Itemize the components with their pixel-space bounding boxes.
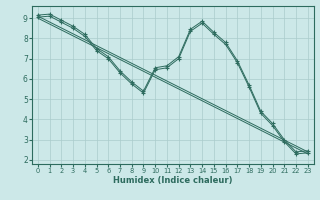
X-axis label: Humidex (Indice chaleur): Humidex (Indice chaleur) <box>113 176 233 185</box>
